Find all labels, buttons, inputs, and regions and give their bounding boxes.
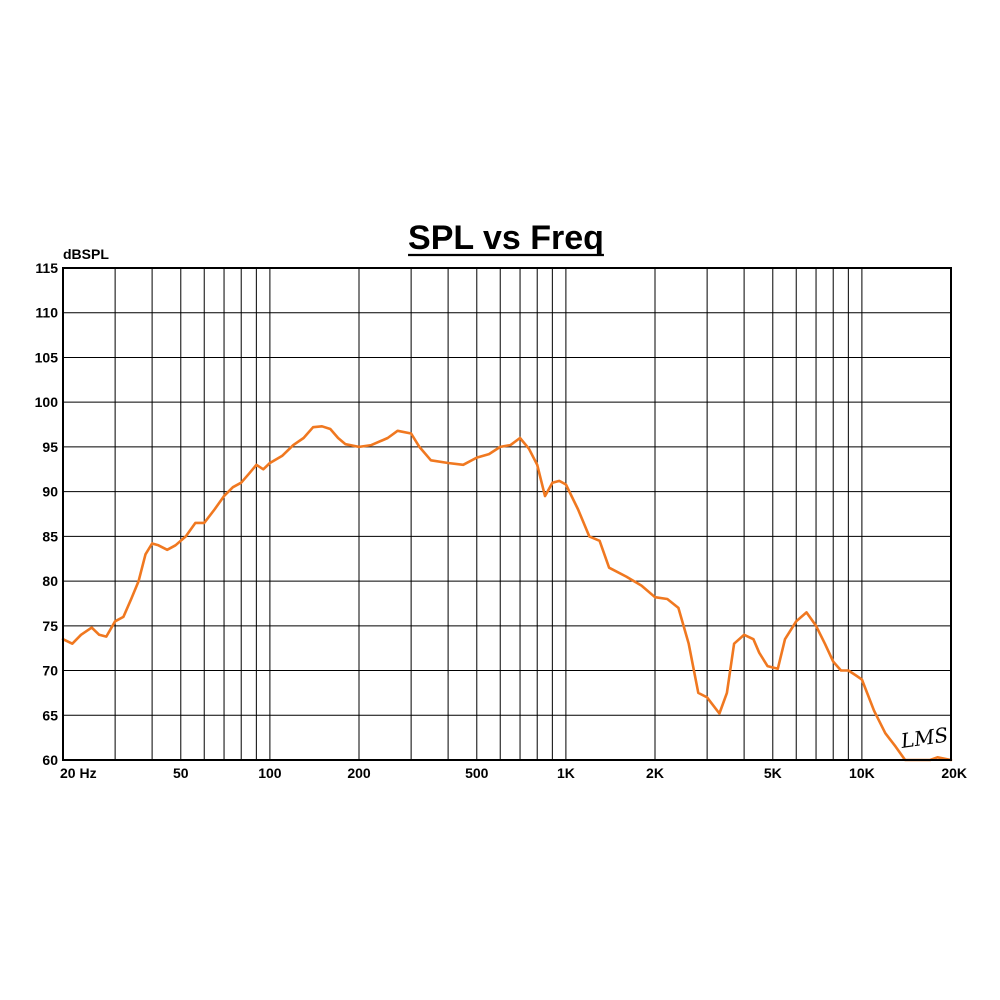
y-tick-label: 65 [42, 707, 58, 723]
y-tick-label: 60 [42, 752, 58, 768]
x-tick-label: 100 [258, 765, 282, 781]
y-tick-label: 105 [35, 349, 59, 365]
y-tick-label: 115 [35, 260, 58, 276]
x-tick-label: 10K [849, 765, 875, 781]
y-tick-label: 110 [35, 305, 58, 321]
y-tick-label: 95 [42, 439, 58, 455]
y-tick-label: 100 [35, 394, 59, 410]
y-axis-label: dBSPL [63, 246, 109, 262]
x-tick-label: 5K [764, 765, 782, 781]
chart-title: SPL vs Freq [408, 219, 604, 257]
y-tick-labels: 60 65 70 75 80 85 90 95 100 105 110 115 [35, 260, 59, 768]
grid [63, 267, 951, 761]
x-tick-label: 20 Hz [60, 765, 97, 781]
y-tick-label: 75 [42, 618, 58, 634]
y-tick-label: 80 [42, 573, 58, 589]
spl-curve [61, 424, 953, 762]
y-tick-label: 85 [42, 528, 58, 544]
x-tick-label: 20K [941, 765, 967, 781]
lms-watermark: LMS [898, 723, 949, 754]
x-tick-label: 1K [557, 765, 575, 781]
y-tick-label: 90 [42, 484, 58, 500]
x-tick-label: 500 [465, 765, 489, 781]
x-tick-labels: 20 Hz 50 100 200 500 1K 2K 5K 10K 20K [60, 765, 967, 781]
x-tick-label: 200 [347, 765, 371, 781]
y-tick-label: 70 [42, 663, 58, 679]
x-tick-label: 2K [646, 765, 664, 781]
x-tick-label: 50 [173, 765, 189, 781]
series-group [61, 424, 953, 762]
plot-frame [62, 267, 952, 761]
